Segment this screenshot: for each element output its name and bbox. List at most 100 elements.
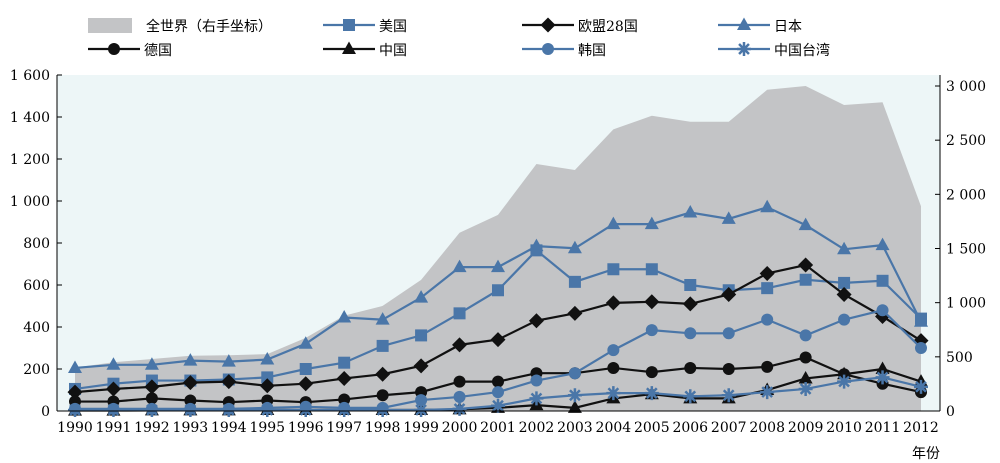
data-point (144, 379, 160, 395)
x-tick-label: 2003 (557, 420, 593, 436)
y-tick-label: 400 (23, 320, 50, 336)
data-point (492, 386, 504, 399)
data-point (721, 211, 736, 224)
y2-tick-label: 1 500 (946, 242, 986, 258)
x-tick-label: 2012 (903, 420, 939, 436)
data-point (644, 294, 660, 310)
data-point (529, 391, 544, 406)
data-point (760, 199, 775, 213)
legend-marker (540, 17, 556, 33)
legend-label: 中国台湾 (774, 42, 830, 59)
x-tick-label: 1991 (96, 420, 132, 436)
y-tick-label: 1 400 (10, 110, 50, 126)
data-point (375, 402, 390, 417)
data-point (914, 379, 928, 394)
x-axis-label: 年份 (912, 446, 940, 462)
data-point (567, 240, 582, 254)
y-tick-label: 1 000 (10, 194, 50, 210)
y2-tick-label: 0 (946, 404, 955, 420)
data-point (145, 392, 158, 405)
y-tick-label: 800 (23, 236, 50, 252)
data-point (683, 389, 698, 404)
data-point (452, 259, 467, 273)
data-point (684, 279, 697, 291)
x-tick-label: 2009 (788, 420, 824, 436)
data-point (183, 353, 198, 366)
y-tick-label: 1 200 (10, 152, 50, 168)
legend-label: 韩国 (578, 43, 606, 59)
world-area (75, 86, 921, 411)
data-point (298, 402, 313, 417)
data-point (453, 375, 466, 388)
x-tick-label: 2006 (672, 420, 708, 436)
data-point (875, 370, 890, 385)
data-point (492, 284, 504, 297)
legend-swatch (88, 18, 132, 33)
data-point (68, 402, 82, 417)
x-tick-label: 1996 (288, 420, 324, 436)
x-tick-label: 1990 (57, 420, 93, 436)
x-tick-label: 1999 (403, 420, 439, 436)
data-point (105, 381, 121, 397)
legend-item-world: 全世界（右手坐标） (88, 18, 272, 35)
y2-tick-label: 2 000 (946, 187, 986, 203)
x-tick-label: 2007 (711, 420, 747, 436)
legend-label: 中国 (379, 43, 407, 59)
data-point (376, 389, 389, 402)
data-point (375, 366, 391, 382)
data-point (644, 216, 659, 230)
data-point (413, 358, 429, 374)
data-point (798, 217, 813, 231)
data-point (915, 342, 927, 354)
y2-tick-label: 500 (946, 350, 973, 366)
x-tick-label: 2011 (865, 420, 901, 436)
data-point (760, 385, 775, 400)
data-point (568, 275, 581, 288)
data-point (914, 314, 928, 327)
data-point (414, 402, 429, 417)
x-tick-label: 2005 (634, 420, 670, 436)
data-point (875, 361, 890, 374)
data-point (567, 388, 582, 403)
data-point (182, 375, 198, 391)
legend-label: 德国 (144, 43, 172, 59)
legend-item-日本: 日本 (718, 17, 802, 35)
data-point (838, 313, 851, 326)
y-tick-label: 0 (41, 404, 50, 420)
data-point (528, 313, 544, 329)
data-point (530, 374, 543, 387)
data-point (837, 374, 852, 389)
data-point (337, 310, 352, 323)
data-point (682, 296, 698, 312)
data-point (875, 237, 890, 251)
data-point (836, 286, 852, 302)
data-point (799, 351, 812, 364)
data-point (299, 363, 312, 375)
data-point (567, 400, 582, 413)
data-point (376, 339, 389, 352)
data-point (298, 376, 314, 392)
data-point (721, 286, 737, 302)
data-point (605, 295, 621, 311)
data-point (452, 337, 468, 353)
data-point (106, 402, 121, 417)
y2-tick-label: 1 000 (946, 296, 986, 312)
data-point (606, 386, 621, 401)
series-欧盟28国 (67, 257, 929, 400)
data-point (453, 307, 466, 320)
legend-item-德国: 德国 (88, 43, 172, 59)
data-point (645, 324, 658, 337)
data-point (414, 290, 429, 303)
data-point (259, 378, 275, 394)
y-tick-label: 1 600 (10, 68, 50, 84)
series-日本 (68, 199, 928, 373)
x-tick-label: 1992 (134, 420, 170, 436)
x-tick-label: 1995 (249, 420, 285, 436)
legend-label: 日本 (774, 19, 802, 35)
y2-tick-label: 3 000 (946, 79, 986, 95)
x-tick-label: 2000 (442, 420, 478, 436)
data-point (799, 273, 812, 286)
data-point (798, 257, 814, 273)
data-point (759, 265, 775, 281)
